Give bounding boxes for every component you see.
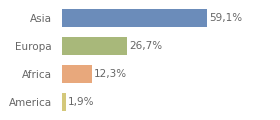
Bar bbox=[62, 93, 66, 111]
Text: 1,9%: 1,9% bbox=[68, 97, 95, 107]
Text: 59,1%: 59,1% bbox=[209, 13, 242, 23]
Text: 12,3%: 12,3% bbox=[94, 69, 127, 79]
Bar bbox=[62, 9, 207, 27]
Bar bbox=[62, 65, 92, 83]
Bar bbox=[62, 37, 127, 55]
Text: 26,7%: 26,7% bbox=[129, 41, 162, 51]
